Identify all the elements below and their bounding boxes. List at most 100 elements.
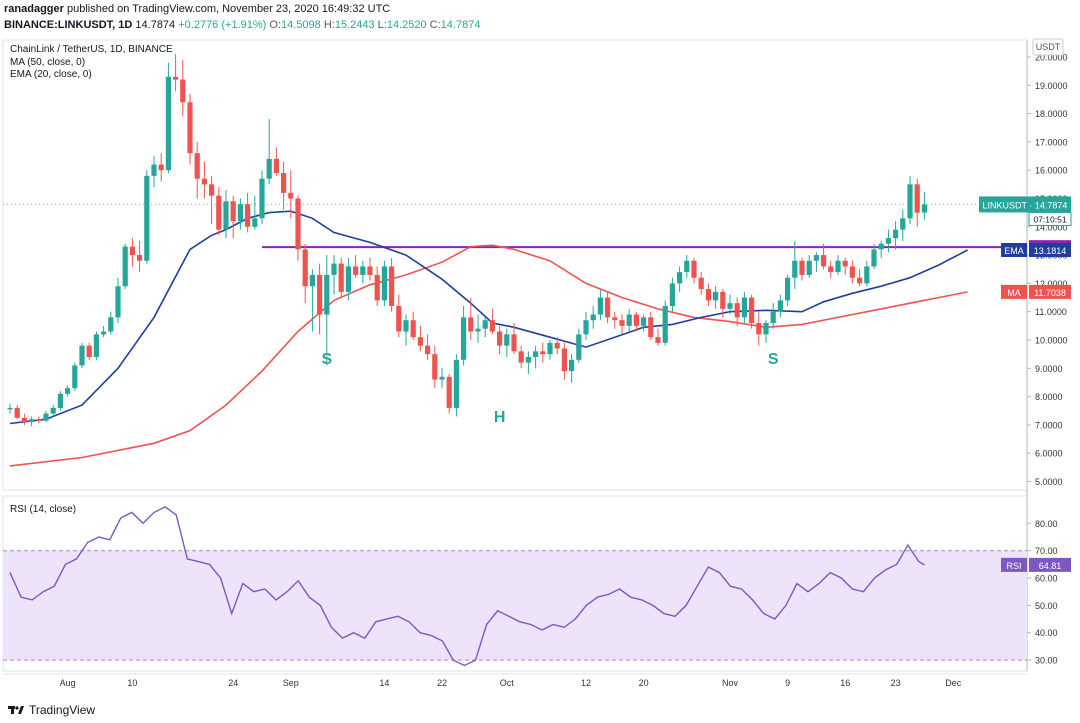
- candle-body: [237, 204, 243, 222]
- candle-body: [489, 320, 495, 332]
- candle-body: [50, 407, 56, 414]
- candle-body: [569, 359, 575, 372]
- rsi-title: RSI (14, close): [10, 504, 76, 515]
- candle-body: [353, 266, 359, 275]
- candle-body: [173, 76, 179, 80]
- time-tick-label: Oct: [500, 678, 515, 688]
- candle-body: [93, 334, 99, 357]
- candle-body: [101, 331, 107, 335]
- pattern-label-s: S: [768, 351, 779, 368]
- candle-body: [288, 192, 294, 199]
- candle-body: [360, 266, 366, 275]
- candle-body: [209, 184, 215, 196]
- rsi-tick-label: 60.00: [1035, 574, 1058, 584]
- price-tick-label: 20.0000: [1035, 52, 1068, 62]
- candle-body: [677, 272, 683, 284]
- tradingview-logo-icon: [8, 706, 24, 714]
- candle-body: [122, 246, 128, 287]
- candle-body: [497, 331, 503, 346]
- currency-box: [1032, 38, 1064, 56]
- price-tick-label: 11.0000: [1035, 307, 1067, 317]
- time-tick-label: Nov: [722, 678, 739, 688]
- candle-body: [684, 260, 690, 273]
- candle-body: [893, 229, 899, 239]
- axis-price-badge: [1029, 284, 1071, 299]
- low-value: 14.2520: [386, 19, 427, 31]
- candle-body: [374, 274, 380, 301]
- time-tick-label: Aug: [60, 678, 76, 688]
- last-price-badge: [979, 196, 1071, 213]
- candle-body: [115, 286, 121, 318]
- candle-body: [821, 255, 827, 267]
- time-tick-label: 12: [581, 678, 591, 688]
- candle-body: [878, 243, 884, 250]
- candle-body: [36, 419, 42, 421]
- rsi-line: [9, 506, 925, 667]
- time-tick-label: 22: [437, 678, 447, 688]
- candle-body: [281, 173, 287, 193]
- price-tick-label: 9.0000: [1035, 364, 1063, 374]
- axis-price-badge-label: 11.7038: [1034, 288, 1066, 298]
- price-tick-label: 16.0000: [1035, 166, 1068, 176]
- tradingview-brand[interactable]: TradingView: [8, 703, 95, 717]
- rsi-tick-label: 40.00: [1035, 628, 1058, 638]
- candle-body: [619, 320, 625, 326]
- price-tick-label: 18.0000: [1035, 109, 1068, 119]
- candle-body: [79, 345, 85, 366]
- candle-body: [799, 260, 805, 275]
- candle-body: [317, 274, 323, 315]
- candle-body: [266, 158, 272, 179]
- axis-tag-ema: [1001, 243, 1027, 257]
- candle-body: [482, 320, 488, 329]
- candle-body: [533, 351, 539, 357]
- ohlc-line: BINANCE:LINKUSDT, 1D 14.7874 +0.2776 (+1…: [4, 17, 1074, 33]
- candle-body: [446, 376, 452, 408]
- high-value: 15.2443: [334, 19, 375, 31]
- candle-body: [734, 303, 740, 318]
- ema20-line: [9, 210, 968, 425]
- tradingview-logo: TradingView: [29, 703, 96, 717]
- time-tick-label: 14: [379, 678, 389, 688]
- candle-body: [749, 297, 755, 324]
- candle-body: [705, 289, 711, 301]
- rsi-tag: [1001, 557, 1027, 572]
- candle-body: [641, 317, 647, 326]
- publish-info: published on TradingView.com, November 2…: [66, 3, 391, 15]
- time-tick-label: 9: [785, 678, 790, 688]
- candle-body: [245, 204, 251, 227]
- candle-body: [590, 314, 596, 321]
- candle-body: [518, 351, 524, 363]
- candle-body: [201, 178, 207, 185]
- candle-body: [129, 246, 135, 256]
- price-chart[interactable]: 5.0000 6.0000 7.0000 8.0000 9.0000 10.0000 11.…: [0, 34, 1080, 702]
- author-name[interactable]: ranadagger: [4, 3, 64, 15]
- currency-label: USDT: [1036, 42, 1061, 52]
- candle-body: [597, 297, 603, 315]
- candle-body: [561, 348, 567, 372]
- open-label: O:: [269, 19, 281, 31]
- candle-body: [511, 334, 517, 352]
- candle-body: [165, 76, 171, 171]
- candle-body: [57, 393, 63, 408]
- candle-body: [605, 297, 611, 318]
- price-tick-label: 7.0000: [1035, 420, 1063, 430]
- indicator-legend: EMA (20, close, 0): [10, 69, 92, 80]
- rsi-tick-label: 70.00: [1035, 546, 1058, 556]
- candle-body: [626, 314, 632, 326]
- candle-body: [273, 158, 279, 174]
- indicator-legend: MA (50, close, 0): [10, 57, 85, 68]
- candle-body: [410, 320, 416, 338]
- candle-body: [144, 175, 150, 261]
- rsi-tick-label: 30.00: [1035, 656, 1058, 666]
- candle-body: [389, 266, 395, 307]
- close-value: 14.7874: [440, 19, 481, 31]
- candle-body: [633, 314, 639, 326]
- candle-body: [648, 317, 654, 338]
- candle-body: [828, 266, 834, 273]
- candle-body: [396, 306, 402, 332]
- candle-body: [345, 266, 351, 292]
- price-tick-label: 12.0000: [1035, 279, 1068, 289]
- candle-body: [777, 300, 783, 312]
- time-tick-label: 20: [639, 678, 649, 688]
- candle-body: [662, 306, 668, 343]
